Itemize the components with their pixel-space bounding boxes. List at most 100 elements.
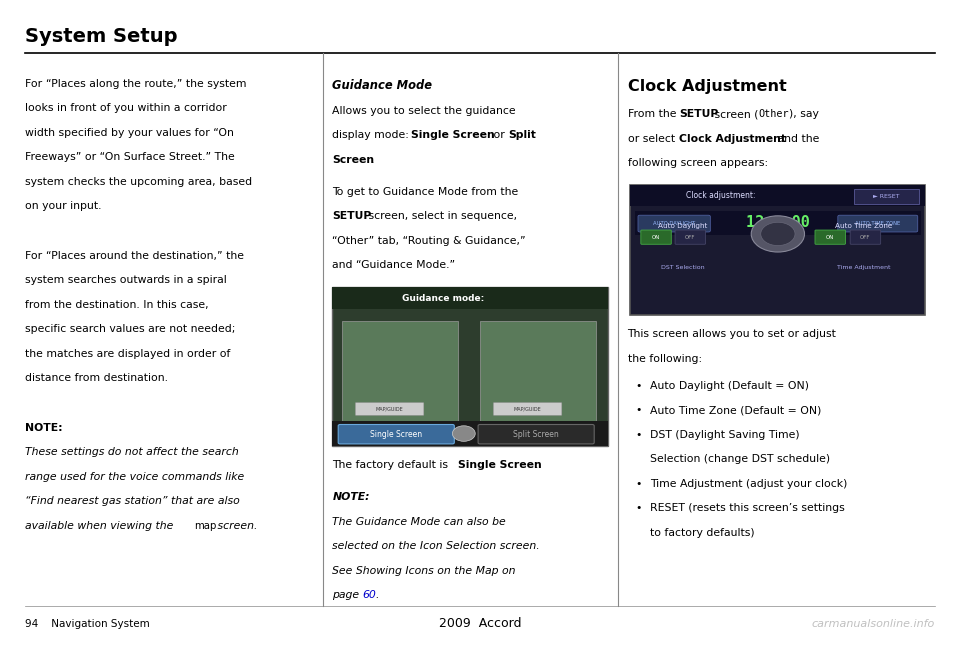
Text: See Showing Icons on the Map on: See Showing Icons on the Map on bbox=[332, 566, 516, 576]
Text: or: or bbox=[490, 130, 508, 140]
Text: range used for the voice commands like: range used for the voice commands like bbox=[25, 472, 245, 481]
Text: ), say: ), say bbox=[789, 109, 819, 119]
Text: and the: and the bbox=[774, 134, 820, 144]
Text: •: • bbox=[636, 479, 641, 489]
Text: display mode:: display mode: bbox=[332, 130, 413, 140]
Text: The Guidance Mode can also be: The Guidance Mode can also be bbox=[332, 517, 506, 527]
Text: Clock Adjustment: Clock Adjustment bbox=[679, 134, 786, 144]
FancyBboxPatch shape bbox=[338, 424, 454, 444]
FancyBboxPatch shape bbox=[636, 211, 921, 235]
Text: carmanualsonline.info: carmanualsonline.info bbox=[811, 619, 935, 629]
Text: “Places around the destination,” the: “Places around the destination,” the bbox=[46, 251, 244, 261]
Text: Single Screen: Single Screen bbox=[458, 460, 541, 470]
FancyBboxPatch shape bbox=[478, 424, 594, 444]
Text: and “Guidance Mode.”: and “Guidance Mode.” bbox=[332, 261, 456, 271]
Text: Single Screen: Single Screen bbox=[371, 430, 422, 439]
Text: AUTO DAYLIGHT: AUTO DAYLIGHT bbox=[653, 221, 695, 226]
Text: system searches outwards in a spiral: system searches outwards in a spiral bbox=[25, 275, 227, 285]
Text: SETUP: SETUP bbox=[679, 109, 718, 119]
Text: Auto Daylight (Default = ON): Auto Daylight (Default = ON) bbox=[650, 381, 809, 390]
Text: Guidance Mode: Guidance Mode bbox=[332, 79, 433, 92]
Text: ► RESET: ► RESET bbox=[873, 194, 900, 199]
FancyBboxPatch shape bbox=[332, 288, 609, 446]
Text: From the: From the bbox=[628, 109, 680, 119]
Text: SETUP: SETUP bbox=[332, 211, 372, 221]
Text: •: • bbox=[636, 504, 641, 514]
FancyBboxPatch shape bbox=[641, 230, 671, 244]
Text: 12 : 00: 12 : 00 bbox=[746, 215, 810, 231]
Text: .: . bbox=[375, 590, 379, 600]
Text: ON: ON bbox=[652, 234, 660, 240]
Text: to factory defaults): to factory defaults) bbox=[650, 528, 755, 538]
Text: Screen: Screen bbox=[332, 155, 374, 164]
FancyBboxPatch shape bbox=[838, 215, 918, 232]
Text: “Places along the route,” the system: “Places along the route,” the system bbox=[46, 79, 247, 88]
FancyBboxPatch shape bbox=[854, 189, 919, 204]
FancyBboxPatch shape bbox=[332, 288, 609, 309]
Text: screen.: screen. bbox=[214, 521, 258, 531]
FancyBboxPatch shape bbox=[631, 185, 925, 206]
Text: ON: ON bbox=[826, 234, 834, 240]
Text: •: • bbox=[636, 405, 641, 415]
Text: To get to Guidance Mode from the: To get to Guidance Mode from the bbox=[332, 187, 518, 196]
Text: 60: 60 bbox=[362, 590, 375, 600]
Text: .: . bbox=[371, 155, 374, 164]
FancyBboxPatch shape bbox=[851, 230, 880, 244]
FancyBboxPatch shape bbox=[815, 230, 846, 244]
Text: .: . bbox=[535, 460, 539, 470]
Text: The factory default is: The factory default is bbox=[332, 460, 452, 470]
Text: available when viewing the: available when viewing the bbox=[25, 521, 177, 531]
Text: OFF: OFF bbox=[860, 234, 871, 240]
FancyBboxPatch shape bbox=[675, 230, 706, 244]
FancyBboxPatch shape bbox=[493, 403, 562, 415]
Text: Split: Split bbox=[509, 130, 537, 140]
FancyBboxPatch shape bbox=[480, 321, 596, 421]
Text: Clock Adjustment: Clock Adjustment bbox=[628, 79, 786, 94]
Text: Time Adjustment (adjust your clock): Time Adjustment (adjust your clock) bbox=[650, 479, 848, 489]
Text: 2009  Accord: 2009 Accord bbox=[439, 617, 521, 630]
Text: Auto Time Zone (Default = ON): Auto Time Zone (Default = ON) bbox=[650, 405, 822, 415]
Text: selected on the Icon Selection screen.: selected on the Icon Selection screen. bbox=[332, 541, 540, 551]
Text: These settings do not affect the search: These settings do not affect the search bbox=[25, 447, 239, 457]
Text: For: For bbox=[25, 251, 46, 261]
Text: the following:: the following: bbox=[628, 354, 702, 364]
Text: distance from destination.: distance from destination. bbox=[25, 373, 168, 383]
Text: Auto Daylight: Auto Daylight bbox=[658, 223, 708, 229]
FancyBboxPatch shape bbox=[342, 321, 458, 421]
Text: following screen appears:: following screen appears: bbox=[628, 159, 768, 168]
Text: DST (Daylight Saving Time): DST (Daylight Saving Time) bbox=[650, 430, 800, 440]
Text: Selection (change DST schedule): Selection (change DST schedule) bbox=[650, 455, 830, 464]
Text: NOTE:: NOTE: bbox=[25, 422, 62, 432]
Text: Guidance mode:: Guidance mode: bbox=[402, 294, 484, 303]
Text: “Find nearest gas station” that are also: “Find nearest gas station” that are also bbox=[25, 496, 240, 506]
Text: on your input.: on your input. bbox=[25, 201, 102, 212]
FancyBboxPatch shape bbox=[631, 185, 925, 315]
Text: Freeways” or “On Surface Street.” The: Freeways” or “On Surface Street.” The bbox=[25, 152, 235, 162]
Text: “Other” tab, “Routing & Guidance,”: “Other” tab, “Routing & Guidance,” bbox=[332, 236, 526, 246]
Text: MAP/GUIDE: MAP/GUIDE bbox=[514, 407, 541, 411]
Text: or select: or select bbox=[628, 134, 678, 144]
Text: screen (: screen ( bbox=[711, 109, 758, 119]
Text: the matches are displayed in order of: the matches are displayed in order of bbox=[25, 349, 230, 359]
Text: Allows you to select the guidance: Allows you to select the guidance bbox=[332, 105, 516, 115]
Text: This screen allows you to set or adjust: This screen allows you to set or adjust bbox=[628, 329, 836, 339]
Text: map: map bbox=[195, 521, 217, 531]
Text: specific search values are not needed;: specific search values are not needed; bbox=[25, 324, 235, 334]
Text: Split Screen: Split Screen bbox=[514, 430, 559, 439]
Text: MAP/GUIDE: MAP/GUIDE bbox=[375, 407, 403, 411]
Text: Auto Time Zone: Auto Time Zone bbox=[835, 223, 892, 229]
FancyBboxPatch shape bbox=[332, 421, 609, 446]
Text: For: For bbox=[25, 79, 46, 88]
Text: RESET (resets this screen’s settings: RESET (resets this screen’s settings bbox=[650, 504, 845, 514]
Text: Single Screen: Single Screen bbox=[411, 130, 494, 140]
Text: screen, select in sequence,: screen, select in sequence, bbox=[365, 211, 517, 221]
Text: NOTE:: NOTE: bbox=[332, 492, 370, 502]
FancyBboxPatch shape bbox=[638, 215, 710, 232]
Circle shape bbox=[760, 222, 795, 246]
Text: Time Adjustment: Time Adjustment bbox=[837, 265, 890, 270]
FancyBboxPatch shape bbox=[355, 403, 424, 415]
Text: 94    Navigation System: 94 Navigation System bbox=[25, 619, 150, 629]
Text: •: • bbox=[636, 381, 641, 390]
Text: DST Selection: DST Selection bbox=[660, 265, 705, 270]
Text: from the destination. In this case,: from the destination. In this case, bbox=[25, 300, 208, 310]
